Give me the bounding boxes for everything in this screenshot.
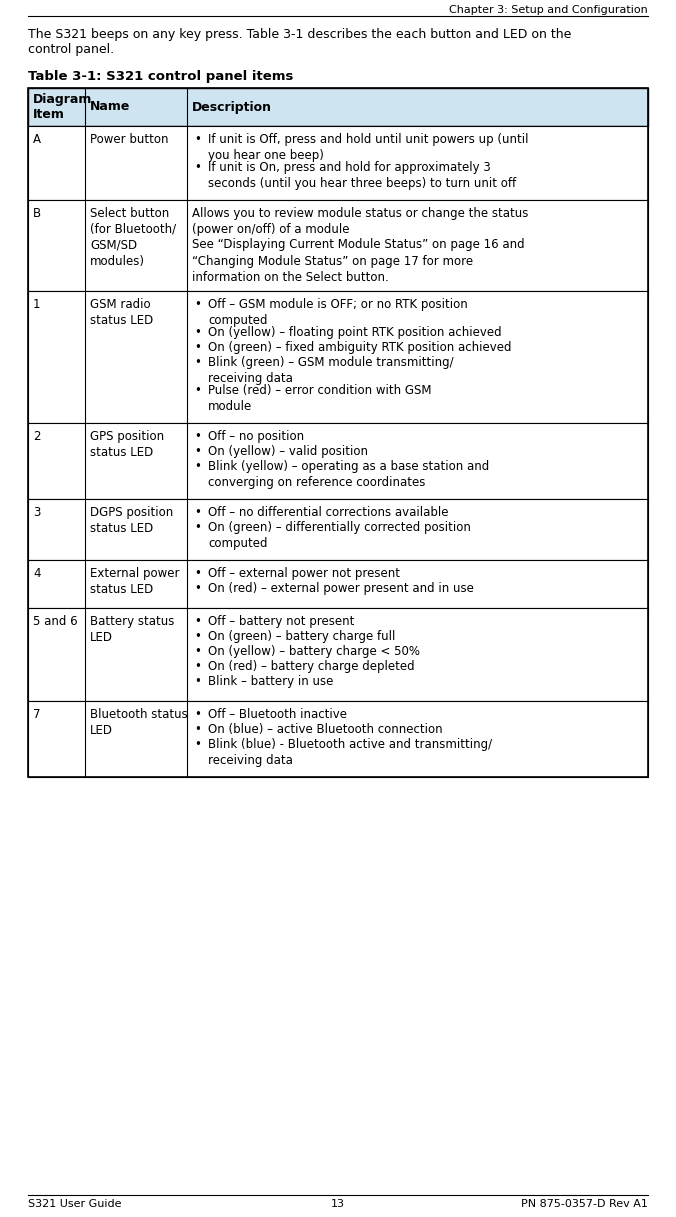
Text: Battery status
LED: Battery status LED — [90, 615, 174, 644]
Bar — [28, 127, 648, 200]
Text: On (red) – battery charge depleted: On (red) – battery charge depleted — [208, 660, 415, 673]
Text: On (green) – fixed ambiguity RTK position achieved: On (green) – fixed ambiguity RTK positio… — [208, 341, 512, 354]
Bar — [28, 701, 648, 776]
Text: •: • — [194, 357, 201, 369]
Text: On (yellow) – battery charge < 50%: On (yellow) – battery charge < 50% — [208, 645, 420, 658]
Text: Power button: Power button — [90, 133, 168, 146]
Text: •: • — [194, 133, 201, 146]
Text: B: B — [33, 207, 41, 220]
Text: Pulse (red) – error condition with GSM
module: Pulse (red) – error condition with GSM m… — [208, 385, 432, 413]
Text: 2: 2 — [33, 430, 41, 443]
Text: •: • — [194, 161, 201, 174]
Text: Allows you to review module status or change the status
(power on/off) of a modu: Allows you to review module status or ch… — [193, 207, 529, 236]
Text: 5 and 6: 5 and 6 — [33, 615, 78, 628]
Text: 3: 3 — [33, 506, 41, 518]
Text: •: • — [194, 675, 201, 688]
Text: •: • — [194, 445, 201, 458]
Text: •: • — [194, 521, 201, 534]
Text: Off – battery not present: Off – battery not present — [208, 615, 355, 628]
Text: On (yellow) – valid position: On (yellow) – valid position — [208, 445, 368, 458]
Text: Off – no position: Off – no position — [208, 430, 304, 443]
Text: Description: Description — [193, 101, 272, 113]
Text: External power
status LED: External power status LED — [90, 567, 180, 596]
Text: S321 User Guide: S321 User Guide — [28, 1199, 122, 1208]
Bar — [28, 200, 648, 291]
Text: Chapter 3: Setup and Configuration: Chapter 3: Setup and Configuration — [450, 5, 648, 15]
Bar — [28, 499, 648, 560]
Text: On (blue) – active Bluetooth connection: On (blue) – active Bluetooth connection — [208, 723, 443, 736]
Text: 7: 7 — [33, 708, 41, 720]
Bar — [28, 424, 648, 499]
Text: On (red) – external power present and in use: On (red) – external power present and in… — [208, 582, 475, 595]
Text: If unit is On, press and hold for approximately 3
seconds (until you hear three : If unit is On, press and hold for approx… — [208, 161, 516, 190]
Text: On (green) – differentially corrected position
computed: On (green) – differentially corrected po… — [208, 521, 471, 550]
Text: Select button
(for Bluetooth/
GSM/SD
modules): Select button (for Bluetooth/ GSM/SD mod… — [90, 207, 176, 268]
Text: •: • — [194, 326, 201, 340]
Text: A: A — [33, 133, 41, 146]
Text: •: • — [194, 341, 201, 354]
Text: •: • — [194, 430, 201, 443]
Text: 1: 1 — [33, 298, 41, 312]
Text: •: • — [194, 567, 201, 581]
Text: •: • — [194, 660, 201, 673]
Text: Off – Bluetooth inactive: Off – Bluetooth inactive — [208, 708, 347, 720]
Bar — [28, 608, 648, 701]
Bar — [28, 88, 648, 776]
Text: On (green) – battery charge full: On (green) – battery charge full — [208, 630, 395, 643]
Text: •: • — [194, 738, 201, 751]
Text: Blink (blue) - Bluetooth active and transmitting/
receiving data: Blink (blue) - Bluetooth active and tran… — [208, 738, 492, 767]
Text: Table 3-1: S321 control panel items: Table 3-1: S321 control panel items — [28, 71, 293, 83]
Bar — [28, 291, 648, 424]
Text: Name: Name — [90, 101, 130, 113]
Text: The S321 beeps on any key press. Table 3-1 describes the each button and LED on : The S321 beeps on any key press. Table 3… — [28, 28, 571, 56]
Text: •: • — [194, 708, 201, 720]
Text: •: • — [194, 460, 201, 473]
Text: Bluetooth status
LED: Bluetooth status LED — [90, 708, 188, 738]
Text: Off – external power not present: Off – external power not present — [208, 567, 400, 581]
Text: GPS position
status LED: GPS position status LED — [90, 430, 164, 459]
Text: •: • — [194, 298, 201, 312]
Text: Blink – battery in use: Blink – battery in use — [208, 675, 334, 688]
Text: Blink (green) – GSM module transmitting/
receiving data: Blink (green) – GSM module transmitting/… — [208, 357, 454, 385]
Text: Off – GSM module is OFF; or no RTK position
computed: Off – GSM module is OFF; or no RTK posit… — [208, 298, 468, 327]
Text: GSM radio
status LED: GSM radio status LED — [90, 298, 153, 327]
Text: PN 875-0357-D Rev A1: PN 875-0357-D Rev A1 — [521, 1199, 648, 1208]
Text: If unit is Off, press and hold until unit powers up (until
you hear one beep): If unit is Off, press and hold until uni… — [208, 133, 529, 162]
Text: •: • — [194, 506, 201, 518]
Bar — [28, 560, 648, 608]
Text: DGPS position
status LED: DGPS position status LED — [90, 506, 173, 535]
Text: •: • — [194, 630, 201, 643]
Text: See “Displaying Current Module Status” on page 16 and
“Changing Module Status” o: See “Displaying Current Module Status” o… — [193, 239, 525, 284]
Text: Diagram
Item: Diagram Item — [33, 92, 93, 120]
Text: •: • — [194, 385, 201, 397]
Text: •: • — [194, 615, 201, 628]
Text: •: • — [194, 582, 201, 595]
Text: •: • — [194, 723, 201, 736]
Text: 4: 4 — [33, 567, 41, 581]
Text: On (yellow) – floating point RTK position achieved: On (yellow) – floating point RTK positio… — [208, 326, 502, 340]
Text: Off – no differential corrections available: Off – no differential corrections availa… — [208, 506, 449, 518]
Text: •: • — [194, 645, 201, 658]
Text: 13: 13 — [331, 1199, 345, 1208]
Bar — [28, 88, 648, 127]
Text: Blink (yellow) – operating as a base station and
converging on reference coordin: Blink (yellow) – operating as a base sta… — [208, 460, 489, 489]
